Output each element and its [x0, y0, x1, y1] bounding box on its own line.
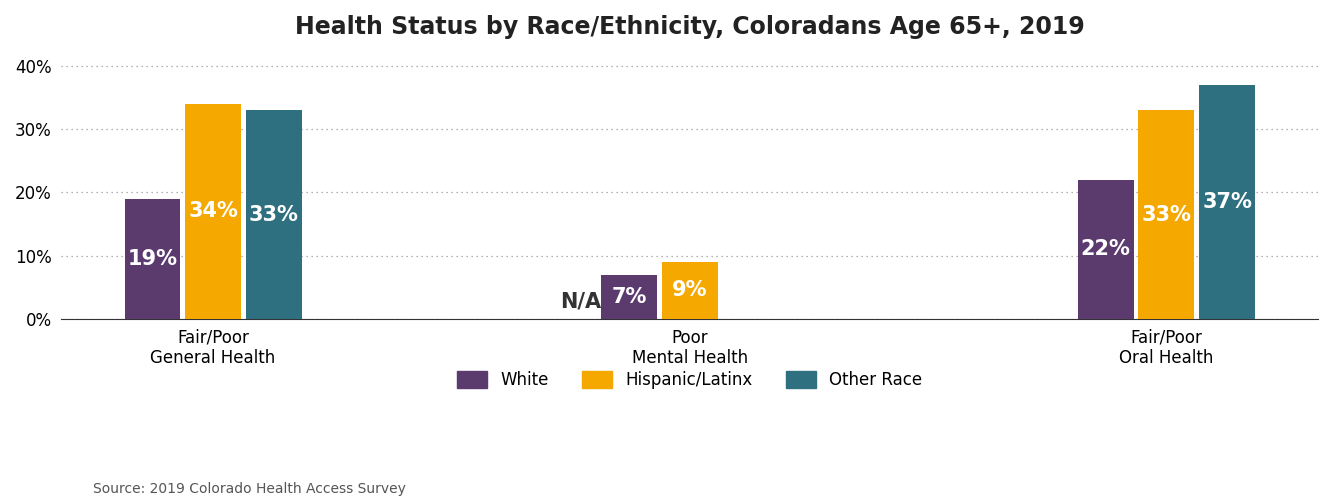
- Text: 33%: 33%: [249, 205, 299, 225]
- Bar: [601, 274, 657, 319]
- Text: N/A: N/A: [560, 291, 601, 311]
- Legend: White, Hispanic/Latinx, Other Race: White, Hispanic/Latinx, Other Race: [451, 364, 929, 395]
- Bar: [1200, 85, 1254, 319]
- Title: Health Status by Race/Ethnicity, Coloradans Age 65+, 2019: Health Status by Race/Ethnicity, Colorad…: [295, 15, 1085, 39]
- Text: 33%: 33%: [1141, 205, 1192, 225]
- Text: 37%: 37%: [1202, 192, 1252, 212]
- Text: 9%: 9%: [672, 280, 708, 300]
- Text: 22%: 22%: [1081, 240, 1130, 259]
- Bar: [245, 111, 301, 319]
- Text: Source: 2019 Colorado Health Access Survey: Source: 2019 Colorado Health Access Surv…: [93, 482, 407, 496]
- Bar: [1078, 180, 1133, 319]
- Bar: [1138, 111, 1194, 319]
- Text: 34%: 34%: [188, 201, 239, 222]
- Bar: [185, 104, 241, 319]
- Bar: [661, 262, 717, 319]
- Text: 19%: 19%: [128, 249, 177, 269]
- Text: 7%: 7%: [612, 287, 647, 307]
- Bar: [124, 199, 180, 319]
